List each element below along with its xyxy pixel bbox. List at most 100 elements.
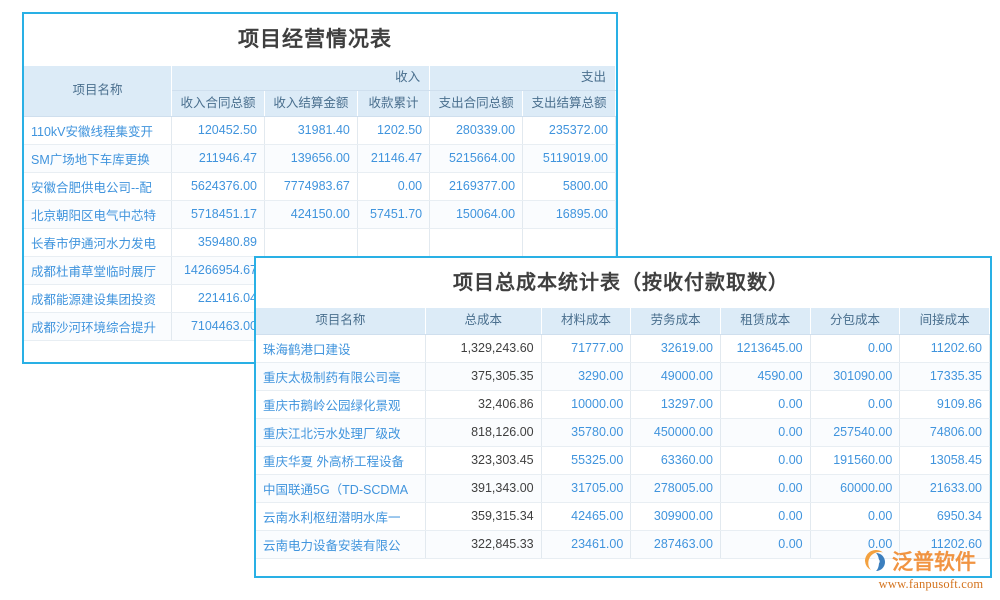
cost-col-total[interactable]: 总成本 xyxy=(425,308,542,335)
cost-cell-indirect: 6950.34 xyxy=(899,502,990,531)
income-cell-name: 安徽合肥供电公司--配 xyxy=(24,172,173,201)
cost-cell-indirect: 9109.86 xyxy=(899,390,990,419)
cost-cell-name: 重庆市鹅岭公园绿化景观 xyxy=(256,390,426,419)
cost-cell-subcontract: 257540.00 xyxy=(810,418,901,447)
cost-cell-labor: 287463.00 xyxy=(630,530,721,559)
cost-cell-subcontract: 301090.00 xyxy=(810,362,901,391)
table-row[interactable]: SM广场地下车库更换 211946.47 139656.00 21146.47 … xyxy=(24,144,616,173)
cost-report-title: 项目总成本统计表（按收付款取数） xyxy=(256,258,990,308)
income-cell-v0: 5624376.00 xyxy=(171,172,265,201)
income-cell-v4: 235372.00 xyxy=(522,116,616,145)
cost-cell-material: 3290.00 xyxy=(541,362,632,391)
cost-col-indirect[interactable]: 间接成本 xyxy=(899,308,990,335)
cost-cell-total: 359,315.34 xyxy=(425,502,542,531)
cost-table-head: 项目名称 总成本 材料成本 劳务成本 租赁成本 分包成本 间接成本 xyxy=(256,308,990,335)
cost-cell-subcontract: 0.00 xyxy=(810,390,901,419)
income-table-body: 110kV安徽线程集变开 120452.50 31981.40 1202.50 … xyxy=(24,116,616,341)
cost-cell-total: 818,126.00 xyxy=(425,418,542,447)
cost-cell-material: 35780.00 xyxy=(541,418,632,447)
table-row[interactable]: 重庆华夏 外高桥工程设备 323,303.45 55325.00 63360.0… xyxy=(256,446,990,475)
cost-cell-material: 42465.00 xyxy=(541,502,632,531)
cost-cell-name: 中国联通5G（TD-SCDMA xyxy=(256,474,426,503)
income-cell-v3: 2169377.00 xyxy=(429,172,524,201)
income-cell-name: 成都杜甫草堂临时展厅 xyxy=(24,256,173,285)
income-cell-v3: 280339.00 xyxy=(429,116,524,145)
income-cell-v3: 5215664.00 xyxy=(429,144,524,173)
cost-cell-lease: 0.00 xyxy=(720,530,811,559)
income-cell-name: SM广场地下车库更换 xyxy=(24,144,173,173)
income-col-name[interactable]: 项目名称 xyxy=(24,66,173,117)
income-cell-v0: 211946.47 xyxy=(171,144,265,173)
table-row[interactable]: 重庆江北污水处理厂级改 818,126.00 35780.00 450000.0… xyxy=(256,418,990,447)
table-row[interactable]: 云南水利枢纽潜明水库一 359,315.34 42465.00 309900.0… xyxy=(256,502,990,531)
cost-cell-labor: 49000.00 xyxy=(630,362,721,391)
cost-cell-lease: 1213645.00 xyxy=(720,334,811,363)
income-group-revenue: 收入 xyxy=(171,66,431,91)
cost-cell-lease: 0.00 xyxy=(720,502,811,531)
cost-cell-lease: 0.00 xyxy=(720,390,811,419)
income-col-revenue-contract-total[interactable]: 收入合同总额 xyxy=(171,90,265,117)
cost-cell-material: 55325.00 xyxy=(541,446,632,475)
income-group-expense: 支出 xyxy=(429,66,616,91)
cost-column-header-row: 项目名称 总成本 材料成本 劳务成本 租赁成本 分包成本 间接成本 xyxy=(256,308,990,335)
income-cell-v0: 359480.89 xyxy=(171,228,265,257)
table-row[interactable]: 云南电力设备安装有限公 322,845.33 23461.00 287463.0… xyxy=(256,530,990,559)
cost-cell-total: 375,305.35 xyxy=(425,362,542,391)
cost-cell-indirect: 17335.35 xyxy=(899,362,990,391)
cost-col-name[interactable]: 项目名称 xyxy=(256,308,426,335)
table-row[interactable]: 重庆太极制药有限公司亳 375,305.35 3290.00 49000.00 … xyxy=(256,362,990,391)
cost-table: 项目名称 总成本 材料成本 劳务成本 租赁成本 分包成本 间接成本 珠海鹤港口建… xyxy=(256,308,990,559)
cost-cell-indirect: 21633.00 xyxy=(899,474,990,503)
income-cell-v4: 5119019.00 xyxy=(522,144,616,173)
cost-cell-subcontract: 0.00 xyxy=(810,334,901,363)
income-report-title: 项目经营情况表 xyxy=(24,14,616,66)
cost-cell-name: 重庆江北污水处理厂级改 xyxy=(256,418,426,447)
income-cell-v3: 150064.00 xyxy=(429,200,524,229)
income-col-expense-settlement-total[interactable]: 支出结算总额 xyxy=(522,90,616,117)
cost-cell-subcontract: 0.00 xyxy=(810,502,901,531)
income-cell-v3 xyxy=(429,228,524,257)
income-cell-v2: 57451.70 xyxy=(357,200,431,229)
cost-cell-material: 23461.00 xyxy=(541,530,632,559)
income-cell-v2: 21146.47 xyxy=(357,144,431,173)
table-row[interactable]: 110kV安徽线程集变开 120452.50 31981.40 1202.50 … xyxy=(24,116,616,145)
income-group-header-row: 项目名称 收入 支出 xyxy=(24,66,616,117)
cost-cell-indirect: 11202.60 xyxy=(899,530,990,559)
cost-col-material[interactable]: 材料成本 xyxy=(541,308,632,335)
income-cell-name: 长春市伊通河水力发电 xyxy=(24,228,173,257)
cost-cell-name: 重庆华夏 外高桥工程设备 xyxy=(256,446,426,475)
cost-cell-total: 1,329,243.60 xyxy=(425,334,542,363)
income-cell-v4: 5800.00 xyxy=(522,172,616,201)
table-row[interactable]: 长春市伊通河水力发电 359480.89 xyxy=(24,228,616,257)
table-row[interactable]: 北京朝阳区电气中芯特 5718451.17 424150.00 57451.70… xyxy=(24,200,616,229)
cost-cell-name: 重庆太极制药有限公司亳 xyxy=(256,362,426,391)
cost-cell-labor: 450000.00 xyxy=(630,418,721,447)
cost-cell-subcontract: 191560.00 xyxy=(810,446,901,475)
income-cell-v4 xyxy=(522,228,616,257)
table-row[interactable]: 重庆市鹅岭公园绿化景观 32,406.86 10000.00 13297.00 … xyxy=(256,390,990,419)
cost-col-lease[interactable]: 租赁成本 xyxy=(720,308,811,335)
income-cell-name: 北京朝阳区电气中芯特 xyxy=(24,200,173,229)
cost-cell-labor: 309900.00 xyxy=(630,502,721,531)
income-table: 项目名称 收入 支出 收入合同总额 收入结算金额 收款累计 支出合同总额 支出结… xyxy=(24,66,616,341)
cost-cell-lease: 4590.00 xyxy=(720,362,811,391)
table-row[interactable]: 中国联通5G（TD-SCDMA 391,343.00 31705.00 2780… xyxy=(256,474,990,503)
cost-cell-name: 云南水利枢纽潜明水库一 xyxy=(256,502,426,531)
income-cell-v2: 0.00 xyxy=(357,172,431,201)
cost-table-body: 珠海鹤港口建设 1,329,243.60 71777.00 32619.00 1… xyxy=(256,334,990,559)
cost-col-subcontract[interactable]: 分包成本 xyxy=(810,308,901,335)
table-row[interactable]: 珠海鹤港口建设 1,329,243.60 71777.00 32619.00 1… xyxy=(256,334,990,363)
cost-col-labor[interactable]: 劳务成本 xyxy=(630,308,721,335)
income-col-receipt-cumulative[interactable]: 收款累计 xyxy=(357,90,431,117)
income-table-head: 项目名称 收入 支出 收入合同总额 收入结算金额 收款累计 支出合同总额 支出结… xyxy=(24,66,616,117)
cost-cell-material: 10000.00 xyxy=(541,390,632,419)
income-col-expense-contract-total[interactable]: 支出合同总额 xyxy=(429,90,524,117)
cost-cell-indirect: 74806.00 xyxy=(899,418,990,447)
income-cell-v0: 221416.04 xyxy=(171,284,265,313)
cost-cell-name: 云南电力设备安装有限公 xyxy=(256,530,426,559)
cost-cell-labor: 63360.00 xyxy=(630,446,721,475)
income-col-revenue-settlement-amount[interactable]: 收入结算金额 xyxy=(264,90,358,117)
income-cell-name: 成都沙河环境综合提升 xyxy=(24,312,173,341)
cost-cell-labor: 13297.00 xyxy=(630,390,721,419)
table-row[interactable]: 安徽合肥供电公司--配 5624376.00 7774983.67 0.00 2… xyxy=(24,172,616,201)
